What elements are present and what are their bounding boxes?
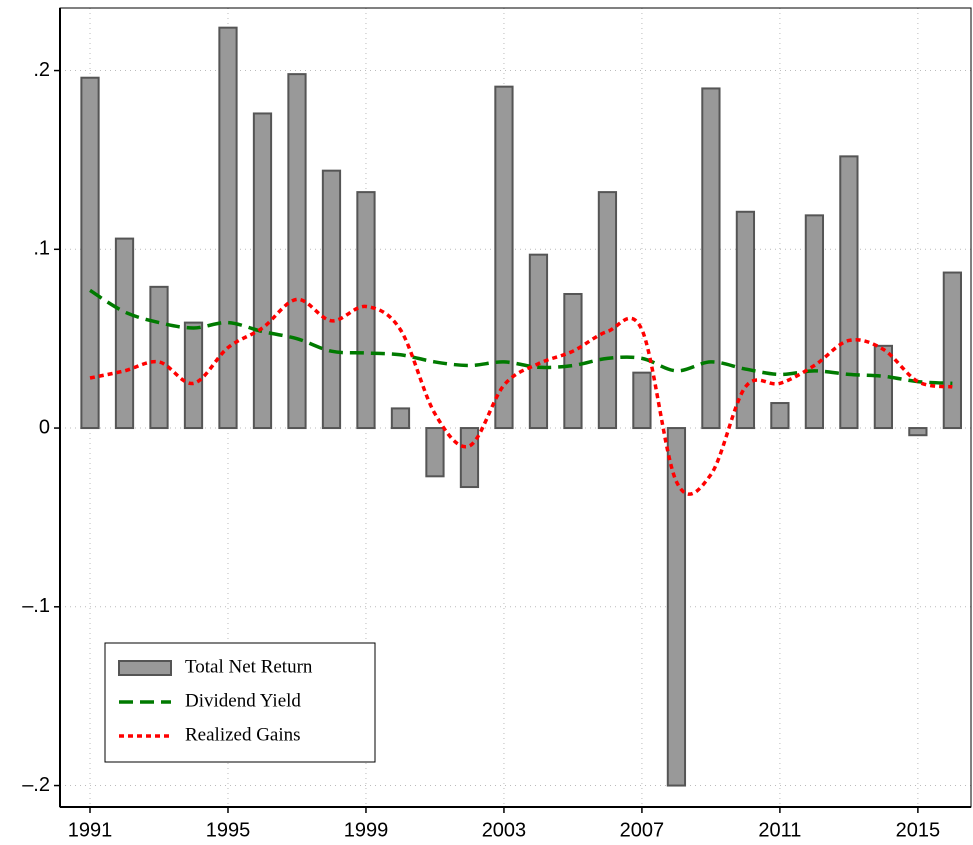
- bar: [494, 85, 514, 430]
- x-tick-label: 1999: [344, 819, 389, 841]
- x-tick-label: 1995: [206, 819, 251, 841]
- legend-label: Total Net Return: [185, 656, 313, 677]
- bar: [321, 169, 342, 430]
- bar: [459, 427, 480, 489]
- bar: [563, 292, 583, 430]
- axes: –.2 –.1 0 .1 .2 1991 1995 1999 2003 2007 2011 2015: [22, 7, 972, 841]
- line: [89, 288, 953, 386]
- bar: [149, 285, 169, 430]
- x-tick-label: 1991: [68, 819, 113, 841]
- bar: [218, 26, 238, 430]
- x-tick-label: 2015: [896, 819, 941, 841]
- bar: [390, 407, 411, 430]
- bar: [804, 214, 825, 430]
- y-tick-label: –.2: [22, 774, 50, 796]
- x-tick-label: 2007: [620, 819, 665, 841]
- bar: [597, 191, 618, 430]
- x-tick-label: 2011: [758, 819, 801, 841]
- plot: [80, 26, 962, 787]
- y-tick-label: –.1: [22, 595, 50, 617]
- y-tick-label: 0: [39, 416, 50, 438]
- legend-label: Dividend Yield: [185, 690, 301, 711]
- bar: [666, 427, 687, 787]
- bar: [735, 210, 756, 430]
- bar: [114, 237, 135, 430]
- bar: [632, 371, 652, 430]
- bar: [356, 191, 376, 430]
- y-tick-label: .1: [33, 238, 50, 260]
- bar: [528, 253, 549, 430]
- bar: [183, 321, 204, 430]
- bar: [770, 402, 790, 430]
- legend: Total Net Return Dividend Yield Realized G…: [104, 642, 376, 763]
- bar: [942, 271, 962, 430]
- y-tick-label: .2: [33, 59, 50, 81]
- bar: [252, 112, 273, 430]
- bar: [839, 155, 859, 430]
- bar: [701, 87, 721, 430]
- bar: [80, 76, 100, 430]
- bar: [908, 427, 928, 437]
- bar: [287, 73, 307, 430]
- bar: [873, 344, 894, 430]
- bar: [425, 427, 445, 478]
- legend-label: Realized Gains: [185, 724, 301, 745]
- legend-swatch: [118, 660, 172, 676]
- x-tick-label: 2003: [482, 819, 527, 841]
